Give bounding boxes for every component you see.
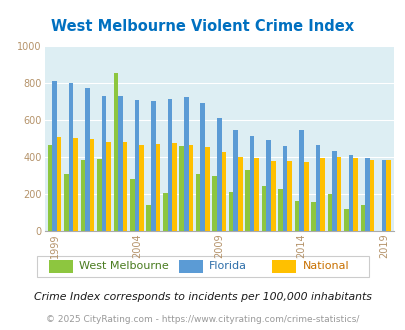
Bar: [57, 137, 61, 231]
Bar: [254, 158, 258, 231]
Bar: [320, 158, 324, 231]
Bar: [64, 174, 68, 231]
Bar: [134, 100, 139, 231]
Bar: [245, 170, 249, 231]
Bar: [348, 155, 352, 231]
Bar: [183, 97, 188, 231]
Bar: [118, 96, 122, 231]
Bar: [167, 99, 172, 231]
Bar: [52, 81, 57, 231]
Bar: [101, 96, 106, 231]
Text: West Melbourne Violent Crime Index: West Melbourne Violent Crime Index: [51, 19, 354, 34]
Text: National: National: [302, 261, 348, 271]
Bar: [327, 194, 331, 231]
Bar: [90, 139, 94, 231]
Bar: [85, 88, 90, 231]
Bar: [212, 176, 216, 231]
Bar: [179, 146, 183, 231]
Bar: [205, 147, 209, 231]
Bar: [303, 162, 308, 231]
Bar: [343, 209, 348, 231]
Bar: [216, 118, 221, 231]
Bar: [277, 189, 282, 231]
Bar: [298, 130, 303, 231]
Bar: [310, 202, 315, 231]
Text: © 2025 CityRating.com - https://www.cityrating.com/crime-statistics/: © 2025 CityRating.com - https://www.city…: [46, 315, 359, 324]
Text: West Melbourne: West Melbourne: [79, 261, 168, 271]
Bar: [315, 145, 320, 231]
Bar: [266, 141, 270, 231]
Bar: [294, 201, 298, 231]
Bar: [195, 174, 200, 231]
Bar: [369, 160, 373, 231]
Bar: [68, 83, 73, 231]
Bar: [336, 157, 341, 231]
Bar: [352, 158, 357, 231]
Bar: [237, 157, 242, 231]
Bar: [249, 136, 254, 231]
Bar: [162, 193, 167, 231]
Bar: [221, 151, 226, 231]
Bar: [113, 73, 118, 231]
Bar: [331, 150, 336, 231]
Bar: [80, 160, 85, 231]
Bar: [282, 146, 287, 231]
Bar: [200, 104, 205, 231]
Bar: [385, 160, 390, 231]
Bar: [97, 159, 101, 231]
Bar: [188, 145, 193, 231]
Bar: [155, 144, 160, 231]
Bar: [106, 142, 111, 231]
Bar: [122, 142, 127, 231]
Text: Florida: Florida: [209, 261, 247, 271]
Bar: [172, 143, 176, 231]
Bar: [287, 161, 291, 231]
Bar: [364, 158, 369, 231]
Bar: [270, 161, 275, 231]
Bar: [139, 145, 143, 231]
Bar: [381, 160, 385, 231]
Bar: [146, 205, 151, 231]
Bar: [228, 192, 233, 231]
Bar: [47, 145, 52, 231]
Text: Crime Index corresponds to incidents per 100,000 inhabitants: Crime Index corresponds to incidents per…: [34, 292, 371, 302]
Bar: [151, 101, 155, 231]
Bar: [360, 205, 364, 231]
Bar: [233, 130, 237, 231]
Bar: [73, 138, 78, 231]
Bar: [261, 186, 266, 231]
Bar: [130, 179, 134, 231]
